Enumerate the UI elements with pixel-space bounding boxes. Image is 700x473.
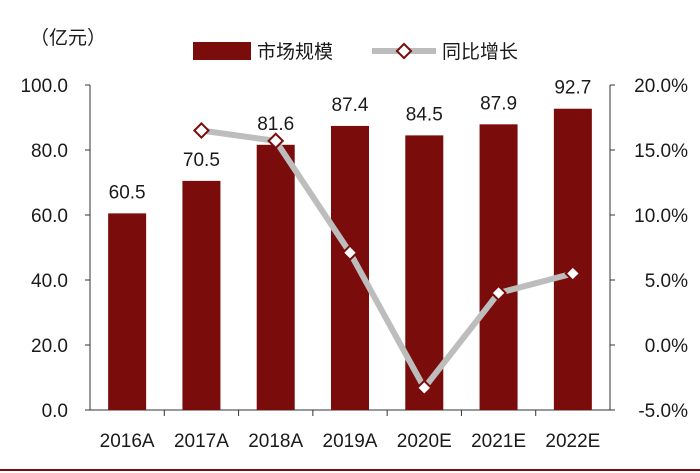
bar xyxy=(479,124,518,410)
right-tick-label: 0.0% xyxy=(645,336,688,357)
bar xyxy=(182,180,221,410)
x-tick-label: 2021E xyxy=(471,431,526,452)
bar xyxy=(553,108,592,410)
bar-value-label: 87.9 xyxy=(480,93,517,114)
bar-value-label: 81.6 xyxy=(257,114,294,135)
bar-value-label: 60.5 xyxy=(109,182,146,203)
right-tick-label: 20.0% xyxy=(634,76,688,97)
legend-line-label: 同比增长 xyxy=(442,41,518,63)
legend-line-marker xyxy=(395,42,413,60)
bar-value-labels: 60.5 70.5 81.6 87.4 84.5 87.9 92.7 xyxy=(109,78,592,204)
right-tick-label: -5.0% xyxy=(638,401,688,422)
right-tick-label: 5.0% xyxy=(645,271,688,292)
left-axis-unit-label: （亿元） xyxy=(30,27,106,49)
bars xyxy=(108,108,592,411)
right-tick-label: 15.0% xyxy=(634,141,688,162)
axes: 0.0 20.0 40.0 60.0 80.0 100.0 -5.0% 0.0% 5.0% 10.… xyxy=(20,76,688,422)
x-tick-label: 2018A xyxy=(248,431,303,452)
bar-value-label: 87.4 xyxy=(332,95,369,116)
left-tick-label: 0.0 xyxy=(42,401,68,422)
growth-point-marker xyxy=(415,379,433,397)
x-tick-label: 2017A xyxy=(174,431,229,452)
bar xyxy=(331,125,369,410)
bar xyxy=(108,213,147,410)
right-tick-label: 10.0% xyxy=(634,206,688,227)
left-tick-label: 80.0 xyxy=(31,141,68,162)
growth-point-marker xyxy=(341,244,359,262)
bar-value-label: 70.5 xyxy=(183,150,220,171)
bar xyxy=(256,144,295,411)
growth-point-marker xyxy=(564,265,582,282)
growth-line xyxy=(198,127,576,391)
x-tick-label: 2020E xyxy=(397,431,452,452)
growth-point-marker xyxy=(192,122,210,139)
x-tick-label: 2016A xyxy=(100,431,155,452)
legend-bar-label: 市场规模 xyxy=(257,41,333,63)
x-tick-label: 2019A xyxy=(323,431,378,452)
legend-bar-swatch xyxy=(193,42,251,60)
left-tick-label: 20.0 xyxy=(31,336,68,357)
legend: 市场规模 同比增长 xyxy=(193,41,518,63)
bar-value-label: 92.7 xyxy=(554,78,591,99)
growth-line-series xyxy=(192,122,582,397)
left-tick-label: 100.0 xyxy=(20,76,68,97)
left-tick-label: 40.0 xyxy=(31,271,68,292)
growth-point-marker xyxy=(490,284,508,302)
left-tick-label: 60.0 xyxy=(31,206,68,227)
growth-point-marker xyxy=(267,132,285,150)
x-tick-label: 2022E xyxy=(545,431,600,452)
x-tick-labels: 2016A 2017A 2018A 2019A 2020E 2021E 2022E xyxy=(100,431,601,452)
bar-value-label: 84.5 xyxy=(406,104,443,125)
